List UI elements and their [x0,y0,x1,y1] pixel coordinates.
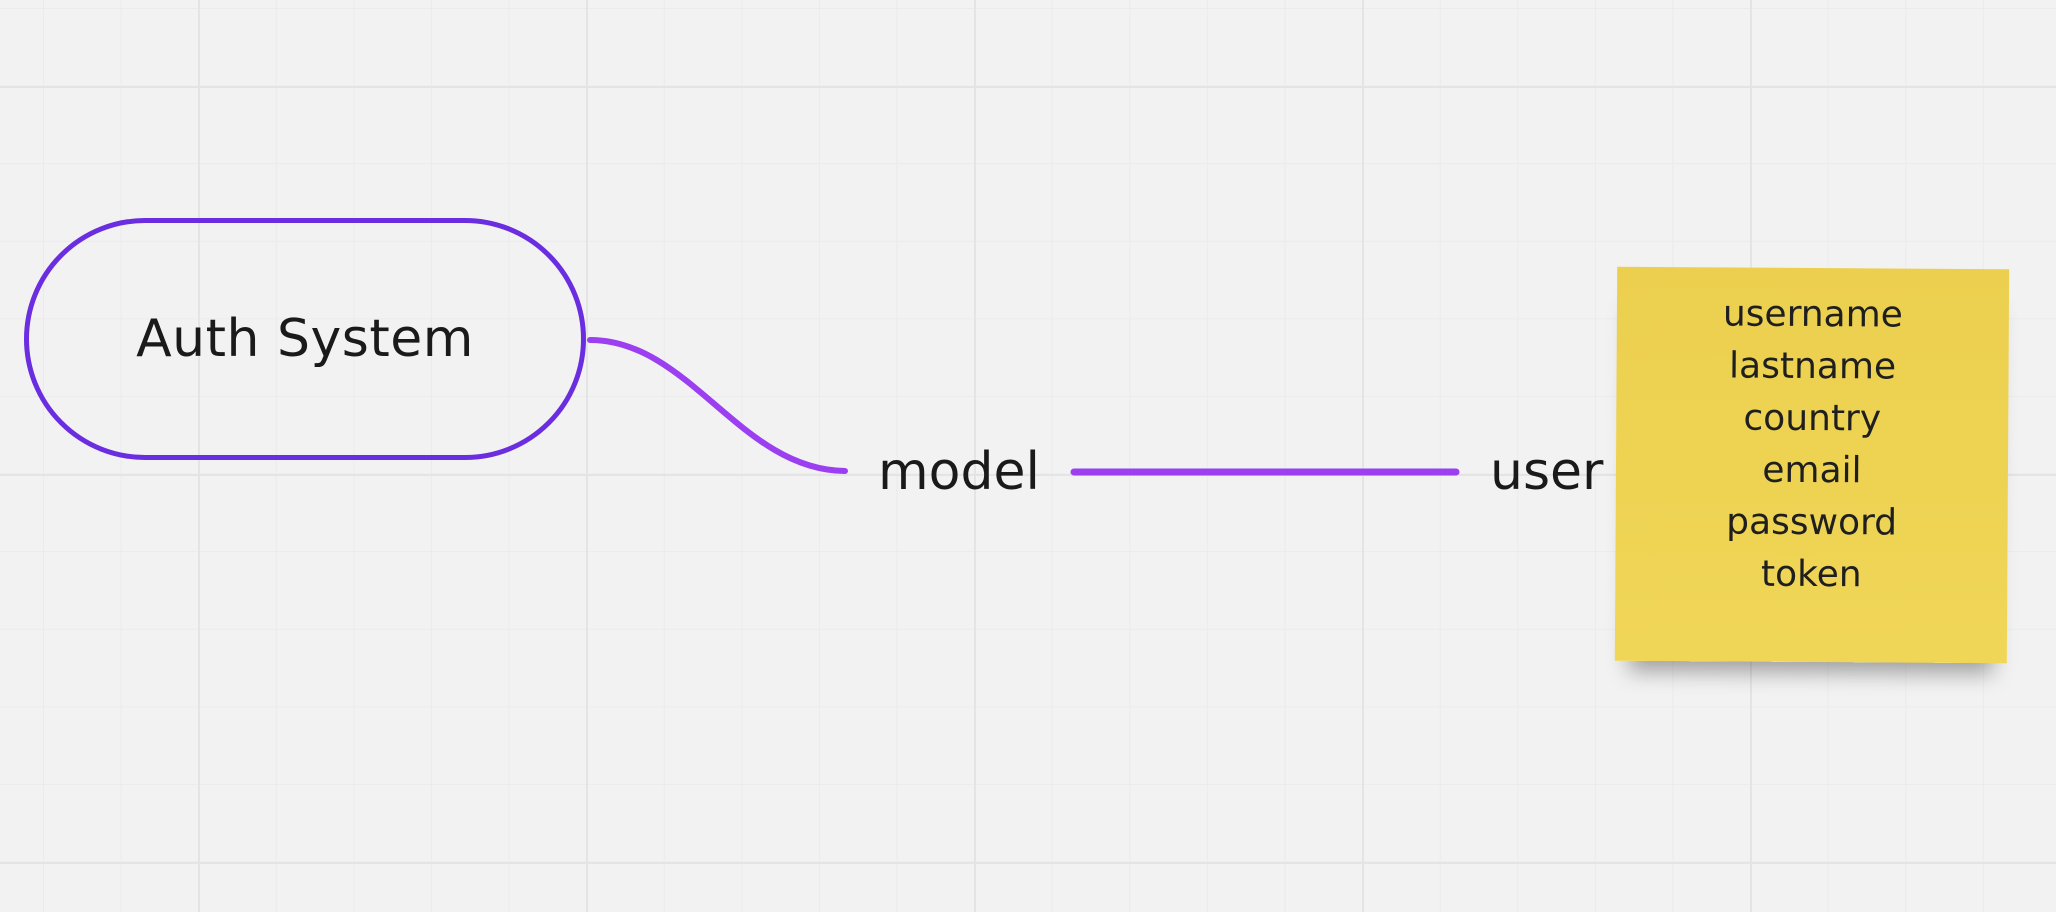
root-node-auth-system[interactable]: Auth System [24,218,586,460]
sticky-note-line: lastname [1728,345,1897,388]
sticky-note-line: username [1722,293,1904,336]
sticky-note-line: country [1743,397,1882,440]
sticky-note-line: token [1760,553,1862,596]
sticky-note-line: email [1762,449,1862,492]
branch-node-model[interactable]: model [878,442,1040,502]
root-node-label: Auth System [136,309,474,369]
connector-root-to-model[interactable] [587,337,848,474]
leaf-node-user[interactable]: user [1490,442,1604,502]
sticky-note[interactable]: username lastname country email password… [1614,266,2010,664]
sticky-note-line: password [1726,501,1898,544]
